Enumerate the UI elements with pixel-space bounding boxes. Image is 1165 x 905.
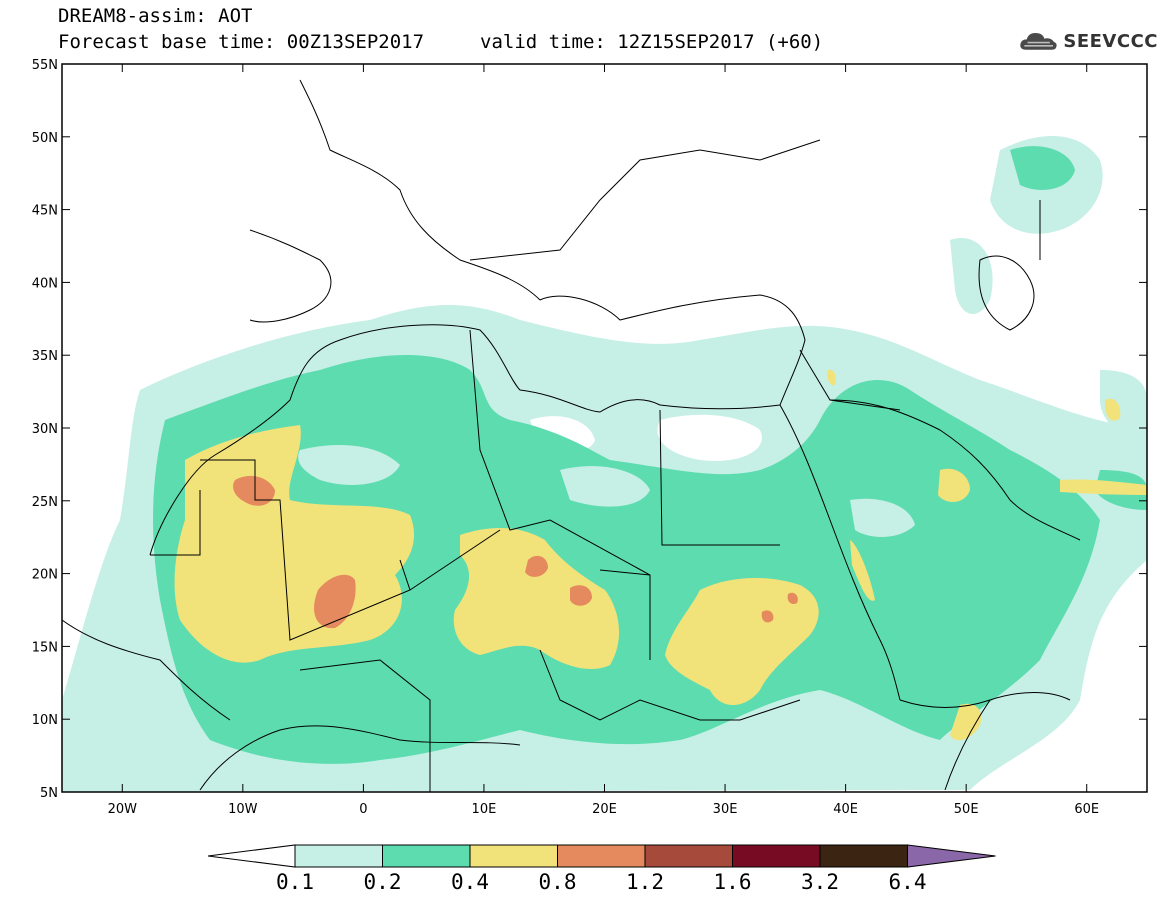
colorbar-underflow	[207, 844, 296, 868]
colorbar-cell	[819, 844, 908, 868]
seevccc-logo: SEEVCCC	[1018, 24, 1158, 58]
latitude-axis: 5N 10N 15N 20N 25N 30N 35N 40N 45N 50N 55N	[32, 58, 1147, 801]
lon-tick-label: 50E	[954, 802, 979, 817]
lon-tick-label: 10W	[228, 802, 258, 817]
colorbar-cell	[732, 844, 821, 868]
colorbar-cell	[644, 844, 733, 868]
longitude-axis: 20W 10W 0 10E 20E 30E 40E 50E 60E	[108, 64, 1099, 817]
lon-tick-label: 60E	[1074, 802, 1099, 817]
lat-tick-label: 35N	[32, 349, 58, 364]
colorbar-level-label: 1.2	[626, 870, 664, 894]
lat-tick-label: 5N	[40, 786, 58, 801]
colorbar-cell	[294, 844, 383, 868]
lat-tick-label: 10N	[32, 713, 58, 728]
lat-tick-label: 40N	[32, 276, 58, 291]
aot-band-0.8	[570, 585, 592, 606]
aot-band-0.4	[850, 540, 875, 601]
colorbar-level-label: 0.4	[451, 870, 489, 894]
lon-tick-label: 20W	[108, 802, 138, 817]
coastlines-borders	[62, 79, 1081, 792]
colorbar-overflow	[907, 844, 996, 868]
aot-band-0.8	[525, 555, 548, 577]
lon-tick-label: 10E	[472, 802, 497, 817]
lon-tick-label: 40E	[833, 802, 858, 817]
lon-tick-label: 20E	[592, 802, 617, 817]
colorbar-level-label: 3.2	[801, 870, 839, 894]
aot-band-0.8	[233, 475, 275, 506]
lat-tick-label: 45N	[32, 204, 58, 219]
aot-band-0.1	[1100, 370, 1147, 440]
aot-band-0.4	[453, 528, 620, 670]
title-line-1: DREAM8-assim: AOT	[58, 5, 253, 27]
colorbar-cell	[469, 844, 558, 868]
aot-band-0.4	[827, 369, 836, 386]
lon-tick-label: 30E	[713, 802, 738, 817]
colorbar-level-label: 6.4	[889, 870, 927, 894]
colorbar-level-label: 0.1	[276, 870, 314, 894]
colorbar-level-label: 1.6	[714, 870, 752, 894]
lat-tick-label: 20N	[32, 568, 58, 583]
cloud-icon	[1020, 33, 1057, 50]
lat-tick-label: 25N	[32, 495, 58, 510]
aot-band-0.4	[938, 468, 970, 502]
aot-band-0.4	[665, 578, 819, 705]
colorbar-cell	[382, 844, 471, 868]
lon-tick-label: 0	[359, 802, 367, 817]
lat-tick-label: 50N	[32, 131, 58, 146]
lat-tick-label: 30N	[32, 422, 58, 437]
aot-band-0.4	[950, 703, 982, 741]
lat-tick-label: 15N	[32, 640, 58, 655]
aot-band-0.8	[314, 574, 356, 629]
aot-field	[62, 136, 1147, 792]
colorbar-cell	[557, 844, 646, 868]
aot-band-0.8	[787, 592, 798, 604]
aot-band-0.2	[1010, 146, 1075, 190]
valid-time: valid time: 12Z15SEP2017 (+60)	[480, 31, 824, 53]
lat-tick-label: 55N	[32, 58, 58, 73]
aot-band-0.4	[1104, 398, 1121, 421]
aot-band-0.4	[1060, 479, 1147, 495]
colorbar-level-label: 0.2	[364, 870, 402, 894]
aot-band-0.8	[761, 610, 774, 623]
forecast-base-time: Forecast base time: 00Z13SEP2017	[58, 31, 425, 53]
colorbar-level-label: 0.8	[539, 870, 577, 894]
aot-band-0.1	[950, 238, 993, 314]
logo-text: SEEVCCC	[1063, 30, 1158, 52]
